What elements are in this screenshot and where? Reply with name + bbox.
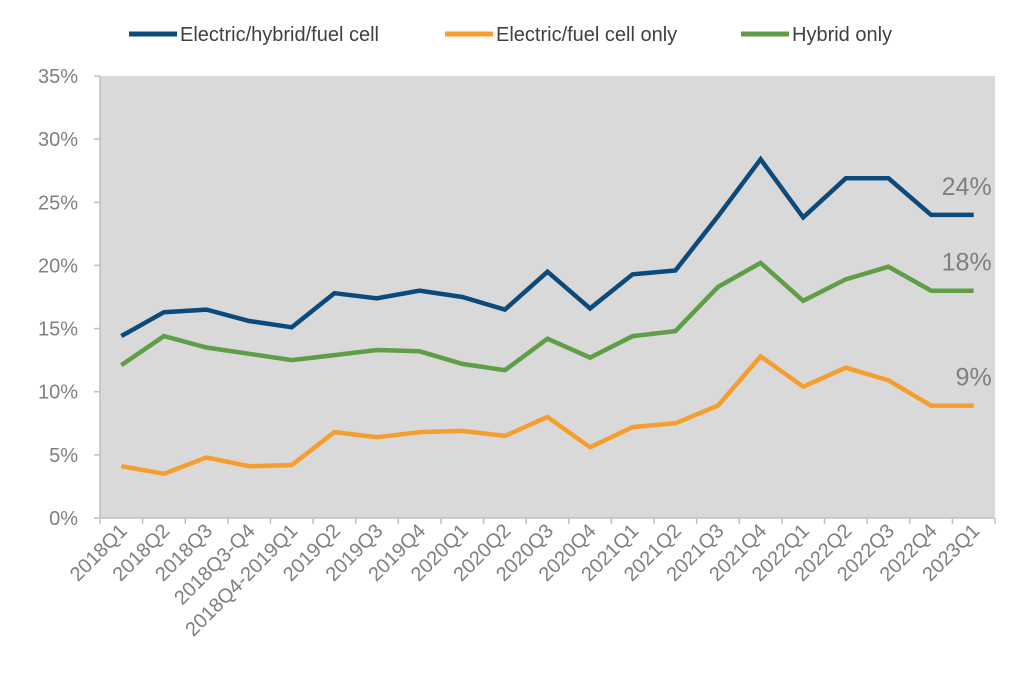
y-tick-label: 0% <box>49 508 78 530</box>
legend: Electric/hybrid/fuel cell Electric/fuel c… <box>129 24 892 46</box>
legend-label: Electric/fuel cell only <box>496 24 677 46</box>
y-tick-label: 30% <box>38 129 78 151</box>
plot-area <box>100 76 995 518</box>
y-tick-label: 15% <box>38 319 78 341</box>
series-layer <box>120 155 974 477</box>
series-line-electric-fuel-cell-only <box>120 353 974 477</box>
end-labels: 24% 9% 18% <box>942 173 992 392</box>
y-tick-label: 5% <box>49 445 78 467</box>
y-tick-label: 10% <box>38 382 78 404</box>
legend-label: Electric/hybrid/fuel cell <box>180 24 379 46</box>
legend-item-electric-hybrid-fuel-cell: Electric/hybrid/fuel cell <box>129 24 379 46</box>
series-line-hybrid-only <box>120 260 974 373</box>
series-line-electric-hybrid-fuel-cell <box>120 155 974 339</box>
y-tick-label: 25% <box>38 192 78 214</box>
end-value-label: 9% <box>956 364 992 392</box>
end-value-label: 18% <box>942 249 992 277</box>
legend-item-electric-fuel-cell-only: Electric/fuel cell only <box>445 24 677 46</box>
end-value-label: 24% <box>942 173 992 201</box>
legend-item-hybrid-only: Hybrid only <box>741 24 892 46</box>
y-tick-label: 35% <box>38 66 78 88</box>
legend-label: Hybrid only <box>792 24 892 46</box>
y-tick-label: 20% <box>38 255 78 277</box>
